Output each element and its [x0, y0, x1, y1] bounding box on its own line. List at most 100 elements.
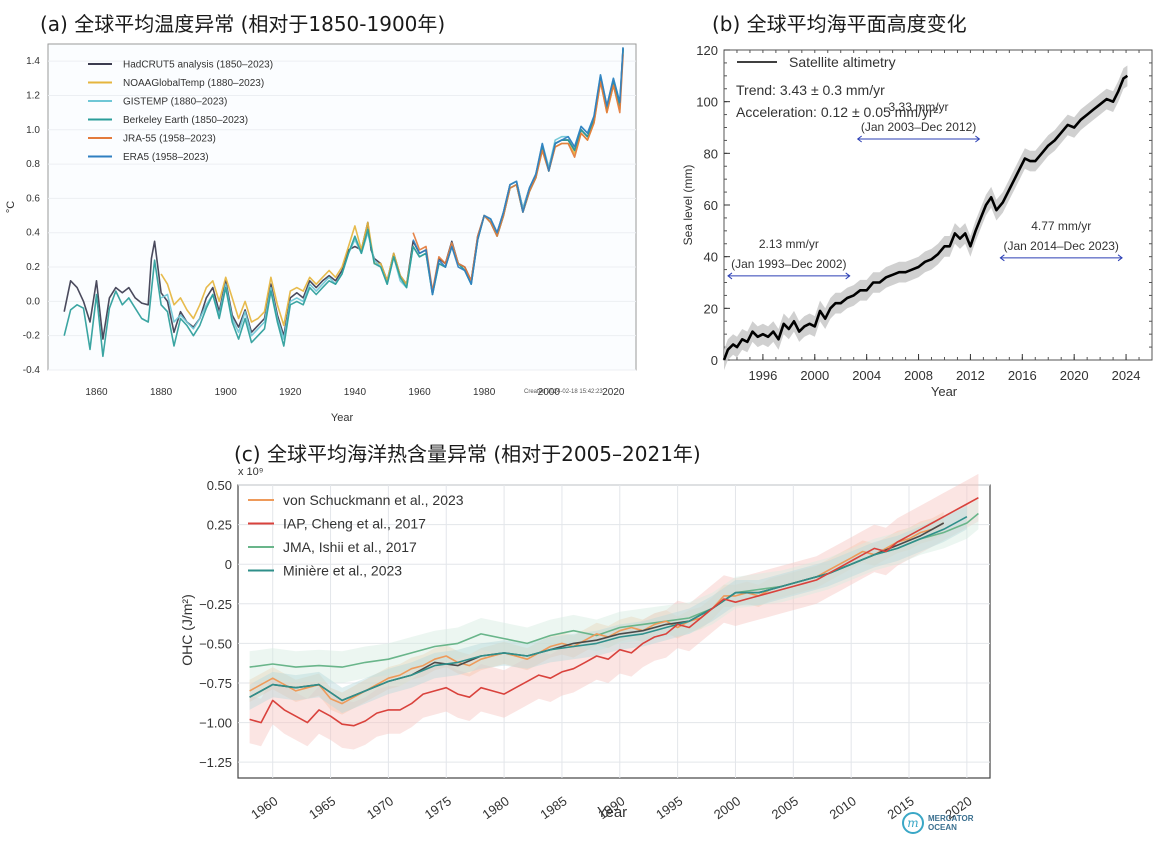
y-tick-label: -0.4: [23, 365, 41, 376]
series-line-1: [249, 496, 979, 727]
x-tick-label: 1965: [306, 793, 338, 822]
x-tick-label: 2012: [956, 368, 985, 383]
legend-label: von Schuckmann et al., 2023: [283, 492, 464, 508]
legend-label: GISTEMP (1880–2023): [123, 97, 227, 108]
period-rate-label: 2.13 mm/yr: [759, 237, 819, 251]
period-rate-label: 4.77 mm/yr: [1031, 219, 1091, 233]
x-tick-label: 1960: [408, 387, 431, 398]
period-arrow-right: [1117, 254, 1123, 262]
y-tick-label: −0.25: [199, 597, 232, 612]
uncertainty-band-2: [249, 497, 979, 683]
x-tick-label: 1996: [748, 368, 777, 383]
y-tick-label: 0.50: [207, 478, 232, 493]
y-tick-label: −0.75: [199, 676, 232, 691]
y-tick-label: 1.4: [26, 56, 40, 67]
uncertainty-band-1: [249, 473, 979, 750]
y-tick-label: −1.25: [199, 755, 232, 770]
y-tick-label: 0: [225, 557, 232, 572]
y-tick-label: 0.4: [26, 228, 40, 239]
x-tick-label: 1900: [215, 387, 238, 398]
x-axis-label: Year: [331, 412, 354, 424]
plot-area-a: [47, 43, 637, 371]
legend-label: JRA-55 (1958–2023): [123, 134, 216, 145]
x-tick-label: 2000: [538, 387, 561, 398]
y-tick-label: 60: [704, 198, 718, 213]
x-tick-label: 1940: [344, 387, 367, 398]
plot-area-b: [723, 49, 1153, 361]
chart-b-title: (b) 全球平均海平面高度变化: [712, 12, 967, 36]
x-tick-label: 2020: [942, 793, 974, 822]
x-axis-label: Year: [931, 384, 958, 399]
period-range-label: (Jan 1993–Dec 2002): [731, 257, 846, 271]
x-tick-label: 2004: [852, 368, 881, 383]
x-tick-label: 1980: [473, 387, 496, 398]
y-axis-label: Sea level (mm): [681, 165, 695, 246]
x-tick-label: 2024: [1112, 368, 1141, 383]
y-tick-label: 120: [696, 43, 718, 58]
legend-label: JMA, Ishii et al., 2017: [283, 539, 417, 555]
x-tick-label: 2020: [602, 387, 625, 398]
x-axis-label: Year: [597, 804, 627, 821]
period-range-label: (Jan 2014–Dec 2023): [1004, 239, 1119, 253]
period-range-label: (Jan 2003–Dec 2012): [861, 120, 976, 134]
legend-label: NOAAGlobalTemp (1880–2023): [123, 78, 264, 89]
x-tick-label: 2015: [884, 793, 916, 822]
x-tick-label: 1920: [279, 387, 302, 398]
x-tick-label: 2020: [1060, 368, 1089, 383]
chart-a-title: (a) 全球平均温度异常 (相对于1850-1900年): [40, 12, 446, 36]
plot-area-c: [237, 484, 991, 779]
series-line-5: [412, 47, 624, 296]
x-tick-label: 2000: [711, 793, 743, 822]
mercator-wave-icon: m: [902, 812, 924, 834]
acceleration-annotation: Acceleration: 0.12 ± 0.05 mm/yr²: [736, 104, 939, 120]
y-tick-label: 0.8: [26, 159, 40, 170]
x-tick-label: 2010: [827, 793, 859, 822]
period-arrow-left: [856, 135, 862, 143]
x-tick-label: 1980: [480, 793, 512, 822]
x-tick-label: 2016: [1008, 368, 1037, 383]
legend-label: HadCRUT5 analysis (1850–2023): [123, 60, 273, 71]
y-axis-label: OHC (J/m²): [179, 594, 195, 666]
x-tick-label: 2008: [904, 368, 933, 383]
series-line-3: [249, 515, 968, 702]
uncertainty-band: [724, 65, 1128, 371]
period-arrow-left: [999, 254, 1005, 262]
x-tick-label: 2005: [769, 793, 801, 822]
uncertainty-band-3: [249, 504, 967, 714]
x-tick-label: 1985: [537, 793, 569, 822]
y-tick-label: 40: [704, 250, 718, 265]
period-arrow-left: [727, 272, 733, 280]
legend-label: Satellite altimetry: [789, 54, 896, 70]
chart-c-title: (c) 全球平均海洋热含量异常 (相对于2005–2021年): [234, 442, 701, 466]
y-multiplier-label: x 10⁹: [238, 466, 264, 478]
period-arrow-right: [845, 272, 851, 280]
x-tick-label: 2000: [800, 368, 829, 383]
x-tick-label: 1860: [85, 387, 108, 398]
trend-annotation: Trend: 3.43 ± 0.3 mm/yr: [736, 82, 885, 98]
x-tick-label: 1880: [150, 387, 173, 398]
y-tick-label: -0.2: [23, 331, 41, 342]
legend-label: ERA5 (1958–2023): [123, 152, 209, 163]
legend-label: Minière et al., 2023: [283, 563, 402, 579]
y-tick-label: 80: [704, 146, 718, 161]
y-tick-label: −0.50: [199, 636, 232, 651]
chart-a-created-stamp: Created 2024-02-18 15:42:23: [524, 389, 603, 395]
period-arrow-right: [975, 135, 981, 143]
period-rate-label: 3.33 mm/yr: [889, 100, 949, 114]
series-line-satellite-altimetry: [722, 74, 1129, 361]
x-tick-label: 1960: [248, 793, 280, 822]
x-tick-label: 1995: [653, 793, 685, 822]
mercator-ocean-logo: m MERCATOR OCEAN: [902, 812, 973, 834]
y-tick-label: 0.6: [26, 193, 40, 204]
legend-label: IAP, Cheng et al., 2017: [283, 516, 426, 532]
y-tick-label: 1.0: [26, 125, 40, 136]
uncertainty-band-0: [249, 511, 944, 715]
y-tick-label: 1.2: [26, 90, 40, 101]
y-tick-label: 0.25: [207, 518, 232, 533]
y-tick-label: 0: [711, 353, 718, 368]
y-tick-label: 100: [696, 95, 718, 110]
x-tick-label: 1970: [364, 793, 396, 822]
